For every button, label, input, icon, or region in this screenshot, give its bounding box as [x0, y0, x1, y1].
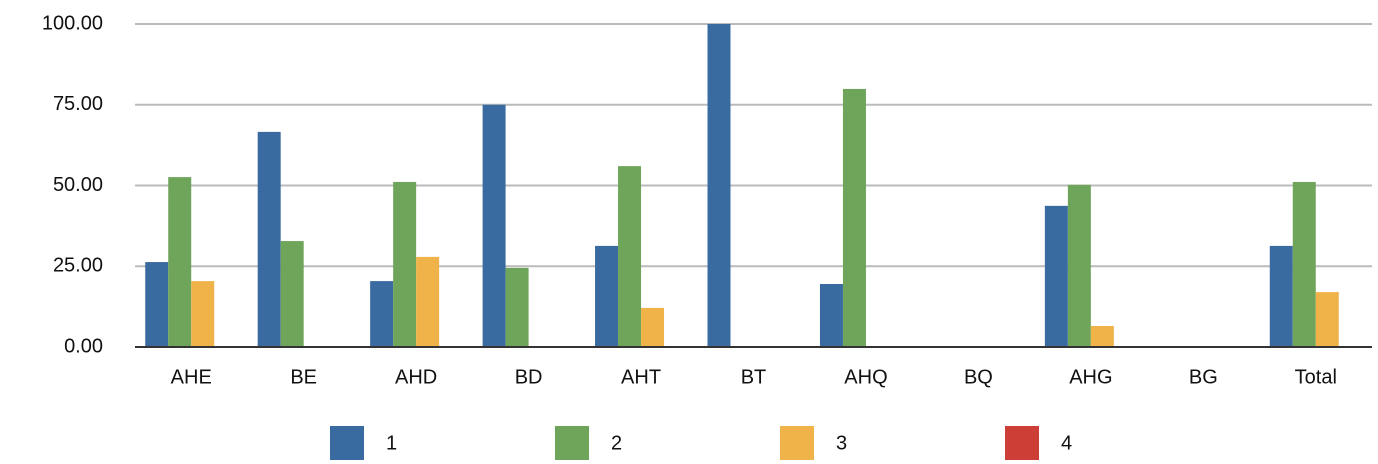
bar: [168, 177, 192, 347]
bar: [370, 281, 394, 347]
bar: [145, 262, 169, 347]
x-tick-label: AHT: [621, 366, 661, 388]
bar: [505, 267, 529, 347]
x-tick-label: BD: [515, 366, 543, 388]
x-tick-label: BG: [1189, 366, 1218, 388]
bar: [1315, 292, 1339, 347]
bar: [641, 307, 665, 347]
bar: [191, 281, 215, 347]
bar: [482, 104, 506, 347]
bar: [595, 245, 619, 347]
x-tick-label: BT: [741, 366, 767, 388]
y-tick-label: 0.00: [64, 335, 103, 357]
x-tick-label: Total: [1295, 366, 1337, 388]
bar: [1269, 245, 1293, 347]
legend-label: 3: [836, 432, 847, 454]
bar: [618, 166, 642, 347]
legend-label: 2: [611, 432, 622, 454]
legend-label: 4: [1061, 432, 1072, 454]
x-tick-label: BE: [290, 366, 317, 388]
x-tick-label: AHE: [171, 366, 212, 388]
y-tick-label: 25.00: [53, 255, 103, 277]
bar: [1292, 181, 1316, 347]
legend-swatch: [330, 426, 364, 460]
bar: [842, 88, 866, 347]
bar: [1067, 184, 1091, 347]
x-tick-label: AHG: [1069, 366, 1112, 388]
bar: [819, 284, 843, 347]
bar: [707, 24, 731, 347]
y-tick-label: 75.00: [53, 93, 103, 115]
bar: [393, 181, 417, 347]
bar: [416, 256, 440, 347]
legend-swatch: [1005, 426, 1039, 460]
x-tick-label: AHQ: [844, 366, 887, 388]
bar: [1090, 326, 1114, 347]
y-tick-label: 100.00: [42, 12, 103, 34]
y-tick-label: 50.00: [53, 174, 103, 196]
legend-swatch: [780, 426, 814, 460]
x-tick-label: BQ: [964, 366, 993, 388]
legend-swatch: [555, 426, 589, 460]
bar: [1044, 205, 1068, 347]
legend-label: 1: [386, 432, 397, 454]
bar: [280, 241, 304, 347]
bar: [257, 131, 281, 347]
x-tick-label: AHD: [395, 366, 437, 388]
